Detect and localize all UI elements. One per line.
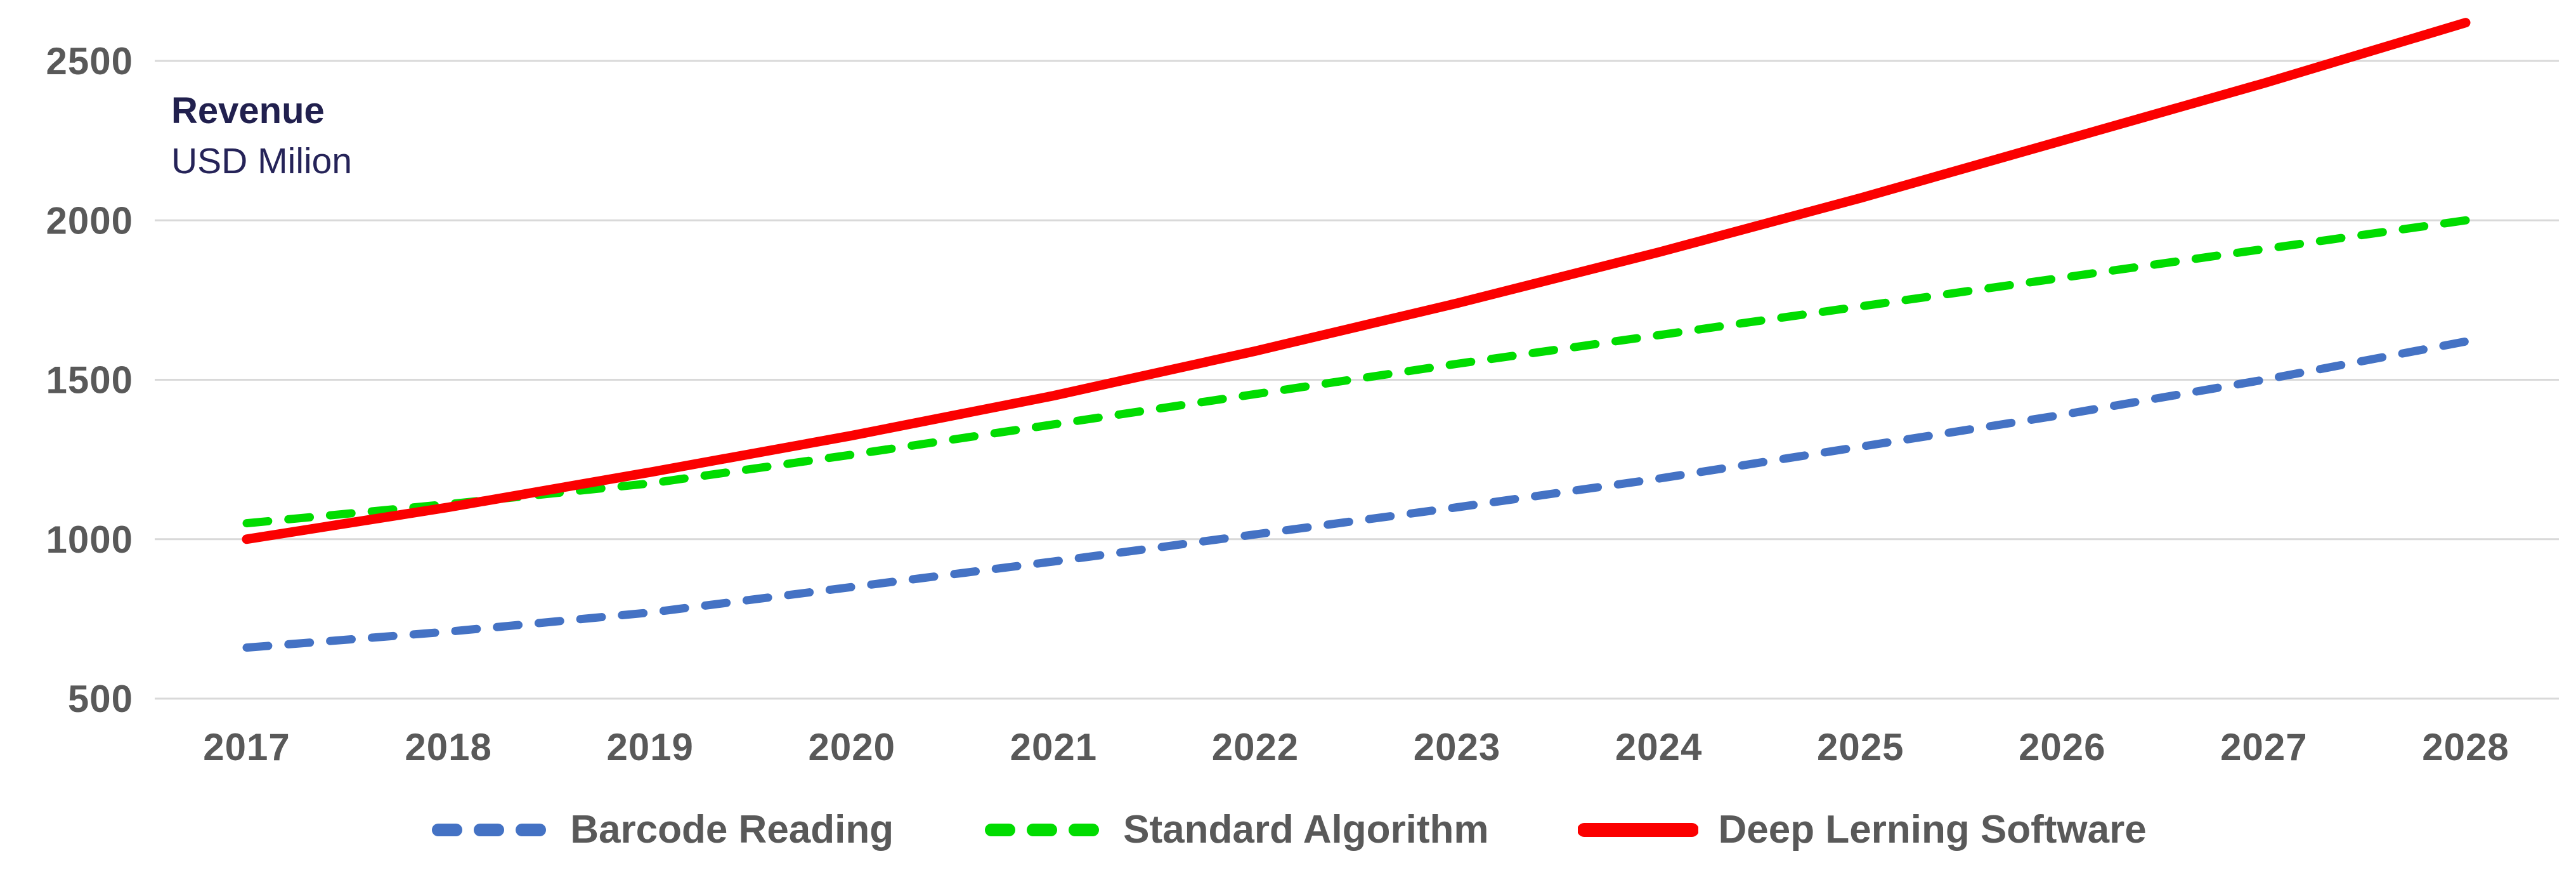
x-tick-label: 2027 [2220,726,2307,768]
legend-label: Barcode Reading [570,808,894,852]
chart-subtitle: USD Milion [171,140,353,181]
dashed-line-swatch-icon [432,823,548,836]
chart-legend: Barcode Reading Standard Algorithm Deep … [0,807,2576,852]
x-tick-label: 2022 [1212,726,1299,768]
y-tick-label: 2500 [46,40,133,82]
series-lines [242,18,2471,652]
legend-label: Standard Algorithm [1123,808,1489,852]
y-tick-label: 1500 [46,359,133,402]
x-tick-label: 2019 [606,726,693,768]
y-tick-label: 1000 [46,518,133,561]
series-line-barcode-reading [242,337,2470,652]
y-axis-labels: 500 1000 1500 2000 2500 [46,40,133,720]
dashed-line-swatch-icon [985,823,1101,836]
series-line-standard-algorithm [242,216,2470,528]
x-tick-label: 2026 [2019,726,2105,768]
legend-item-deep-lerning-software: Deep Lerning Software [1577,807,2147,852]
legend-label: Deep Lerning Software [1718,808,2147,852]
chart-title-block: Revenue USD Milion [171,89,352,183]
y-tick-label: 500 [68,678,133,720]
x-tick-label: 2024 [1615,726,1702,768]
series-line-deep-lerning-software [242,18,2471,544]
x-tick-label: 2028 [2422,726,2509,768]
gridlines [155,60,2559,700]
x-tick-label: 2017 [203,726,290,768]
legend-item-barcode-reading: Barcode Reading [429,807,894,852]
solid-line-swatch-icon [1577,822,1698,837]
x-tick-label: 2023 [1414,726,1500,768]
x-tick-label: 2021 [1010,726,1097,768]
x-tick-label: 2025 [1817,726,1904,768]
y-tick-label: 2000 [46,199,133,242]
x-tick-label: 2020 [809,726,895,768]
x-tick-label: 2018 [405,726,491,768]
legend-item-standard-algorithm: Standard Algorithm [982,807,1489,852]
chart-title: Revenue [171,90,325,131]
x-axis-labels: 2017 2018 2019 2020 2021 2022 2023 2024 2025 2026… [203,726,2509,768]
